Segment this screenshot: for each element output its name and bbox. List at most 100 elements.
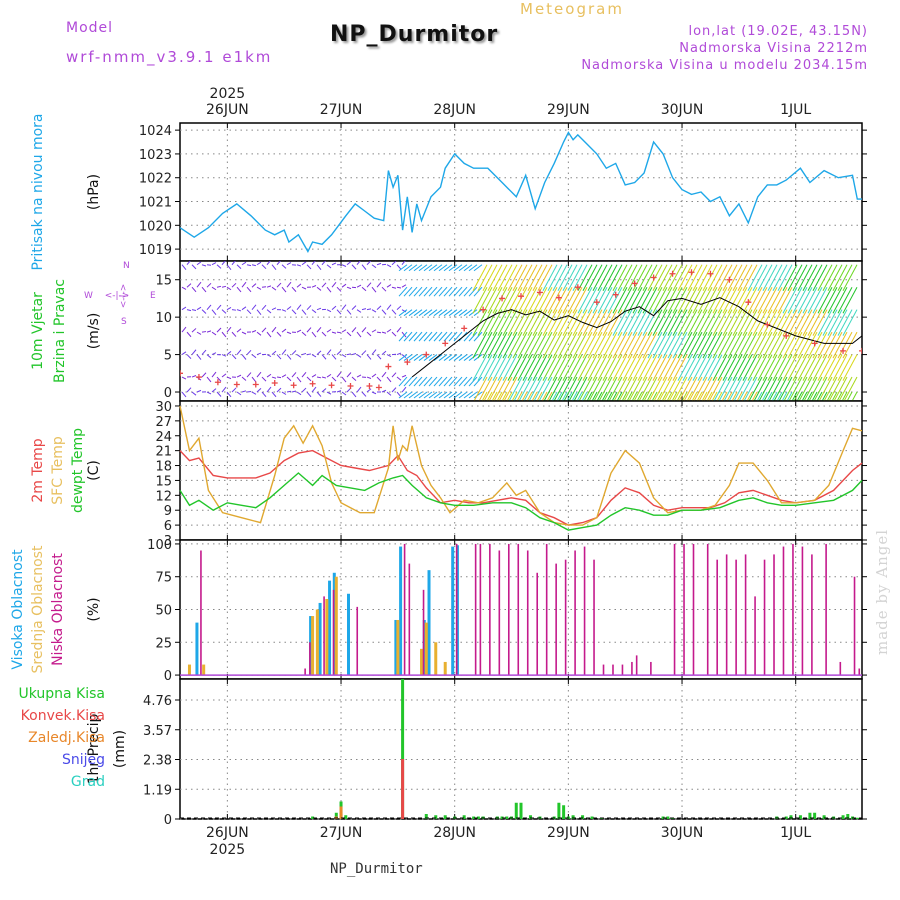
- wind-barb: [563, 376, 578, 401]
- wind-barb: [523, 376, 538, 401]
- clouds-bar: [706, 543, 709, 676]
- wind-barb: [216, 327, 222, 333]
- wind-barb: [386, 376, 392, 383]
- wind-barb: [492, 264, 508, 291]
- wind-gust-mark: [366, 383, 373, 390]
- wind-barb: [291, 350, 297, 355]
- precip-bar: [434, 815, 438, 819]
- wind-barb: [396, 326, 402, 333]
- wind-barb: [463, 391, 473, 399]
- wind-barb: [226, 351, 232, 355]
- wind-barb: [602, 331, 618, 359]
- wind-barb: [413, 309, 423, 317]
- wind-ylabel: 10m Vjetar: [30, 292, 46, 370]
- wind-barb: [251, 283, 257, 288]
- wind-barb: [477, 309, 493, 336]
- wind-barb: [246, 264, 252, 267]
- wind-barb: [597, 286, 613, 314]
- wind-barb: [186, 331, 192, 338]
- wind-barb: [537, 354, 553, 381]
- wind-barb: [266, 373, 272, 378]
- wind-barb: [662, 331, 678, 359]
- wind-barb: [326, 373, 332, 378]
- clouds-bar: [325, 599, 329, 676]
- wind-barb: [707, 264, 723, 291]
- wind-barb: [482, 309, 498, 336]
- wind-barb: [433, 354, 443, 361]
- wind-barb: [786, 391, 793, 401]
- wind-barb: [376, 305, 382, 311]
- wind-barb: [577, 286, 593, 314]
- wind-barb: [727, 331, 743, 359]
- wind-barb: [423, 309, 433, 317]
- clouds-bar: [754, 596, 756, 676]
- clouds-bar: [408, 563, 411, 676]
- wind-barb: [532, 331, 548, 359]
- wind-barb: [582, 331, 598, 359]
- clouds-bar: [318, 602, 322, 676]
- model-name: wrf-nmm_v3.9.1 e1km: [66, 48, 273, 66]
- product-title: Meteogram: [520, 0, 624, 18]
- clouds-side-labels: Visoka Oblacnost Srednja Oblacnost Niska O…: [10, 545, 66, 673]
- wind-barb: [693, 376, 708, 401]
- wind-barb: [802, 286, 818, 314]
- wind-barb: [286, 390, 292, 393]
- precip-ytick-label: 3.57: [143, 724, 172, 739]
- cloud-ylabel-low: Niska Oblacnost: [50, 553, 66, 666]
- wind-barb: [757, 331, 773, 359]
- wind-gust-mark: [631, 280, 638, 287]
- wind-barb: [527, 309, 543, 336]
- wind-barb: [251, 264, 257, 267]
- wind-barb: [201, 264, 207, 267]
- wind-barb: [336, 350, 342, 355]
- wind-gust-mark: [783, 332, 790, 339]
- wind-barb: [488, 376, 503, 401]
- wind-barb: [836, 391, 843, 401]
- wind-barb: [271, 264, 277, 271]
- wind-barb: [211, 371, 217, 378]
- wind-barb: [381, 389, 387, 393]
- clouds-bar: [526, 550, 529, 676]
- wind-barb: [642, 354, 658, 381]
- clouds-bar: [545, 543, 548, 676]
- wind-barb: [758, 376, 773, 401]
- wind-barb: [683, 376, 698, 401]
- wind-barb: [722, 331, 738, 359]
- wind-barb: [742, 286, 758, 314]
- wind-barb: [557, 354, 573, 381]
- wind-barb: [256, 352, 262, 356]
- wind-barb: [672, 354, 688, 381]
- wind-barb: [767, 264, 783, 291]
- wind-barb: [567, 286, 583, 314]
- wind-barb: [413, 286, 423, 297]
- wind-barb: [722, 286, 738, 314]
- wind-barb: [538, 376, 553, 401]
- temperature-ytick-label: 12: [155, 489, 172, 504]
- wind-barb: [492, 286, 508, 314]
- wind-barb: [428, 309, 438, 317]
- wind-barb: [181, 306, 187, 311]
- wind-barb: [682, 309, 698, 336]
- wind-barb: [487, 354, 503, 381]
- wind-barb: [191, 309, 197, 311]
- wind-barb: [543, 376, 558, 401]
- wind-ytick-label: 0: [164, 386, 172, 401]
- wind-barb: [306, 376, 312, 382]
- clouds-bar: [315, 609, 319, 676]
- wind-gust-mark: [859, 347, 862, 354]
- wind-barb: [497, 264, 513, 291]
- wind-barb: [577, 354, 593, 381]
- wind-barb: [191, 286, 197, 293]
- wind-barb: [598, 376, 613, 401]
- wind-barb: [371, 286, 377, 293]
- wind-barb: [623, 376, 638, 401]
- wind-barb: [281, 328, 287, 333]
- wind-barb: [413, 354, 423, 361]
- wind-gust-mark: [574, 284, 581, 291]
- wind-barb: [226, 391, 232, 398]
- wind-barb: [366, 354, 372, 360]
- wind-barb: [301, 309, 307, 315]
- wind-barb: [822, 331, 838, 359]
- wind-barb: [226, 326, 232, 333]
- clouds-bar: [328, 580, 332, 676]
